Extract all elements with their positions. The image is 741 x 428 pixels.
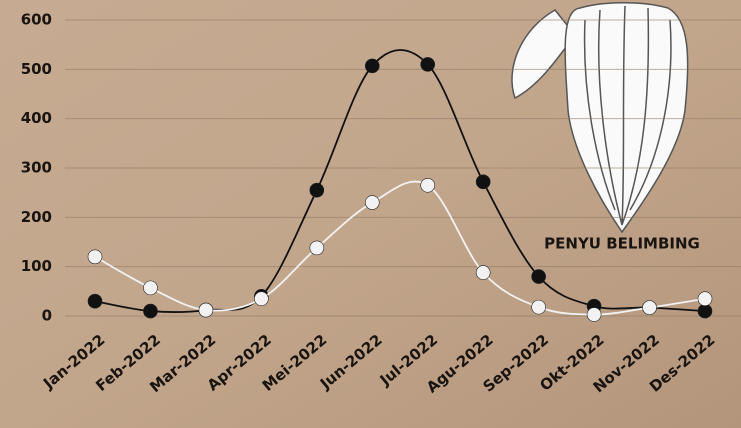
chart: 0100200300400500600Jan-2022Feb-2022Mar-2… [0, 0, 741, 428]
data-point [143, 281, 157, 295]
data-point [587, 308, 601, 322]
page: 0100200300400500600Jan-2022Feb-2022Mar-2… [0, 0, 741, 428]
data-point [88, 250, 102, 264]
y-tick-label: 0 [42, 307, 52, 325]
data-point [88, 294, 102, 308]
data-point [476, 175, 490, 189]
data-point [532, 300, 546, 314]
data-point [476, 266, 490, 280]
data-point [365, 196, 379, 210]
data-point [421, 57, 435, 71]
data-point [365, 59, 379, 73]
data-point [643, 301, 657, 315]
data-point [532, 270, 546, 284]
data-point [310, 241, 324, 255]
data-point [698, 304, 712, 318]
data-point [310, 183, 324, 197]
data-point [143, 304, 157, 318]
data-point [698, 292, 712, 306]
data-point [199, 303, 213, 317]
y-tick-label: 500 [21, 60, 52, 78]
y-tick-label: 400 [21, 109, 52, 127]
y-tick-label: 100 [21, 257, 52, 275]
y-tick-label: 200 [21, 208, 52, 226]
y-tick-label: 300 [21, 159, 52, 177]
data-point [421, 178, 435, 192]
y-tick-label: 600 [21, 11, 52, 29]
data-point [254, 292, 268, 306]
annotation: PENYU BELIMBING [544, 235, 700, 253]
